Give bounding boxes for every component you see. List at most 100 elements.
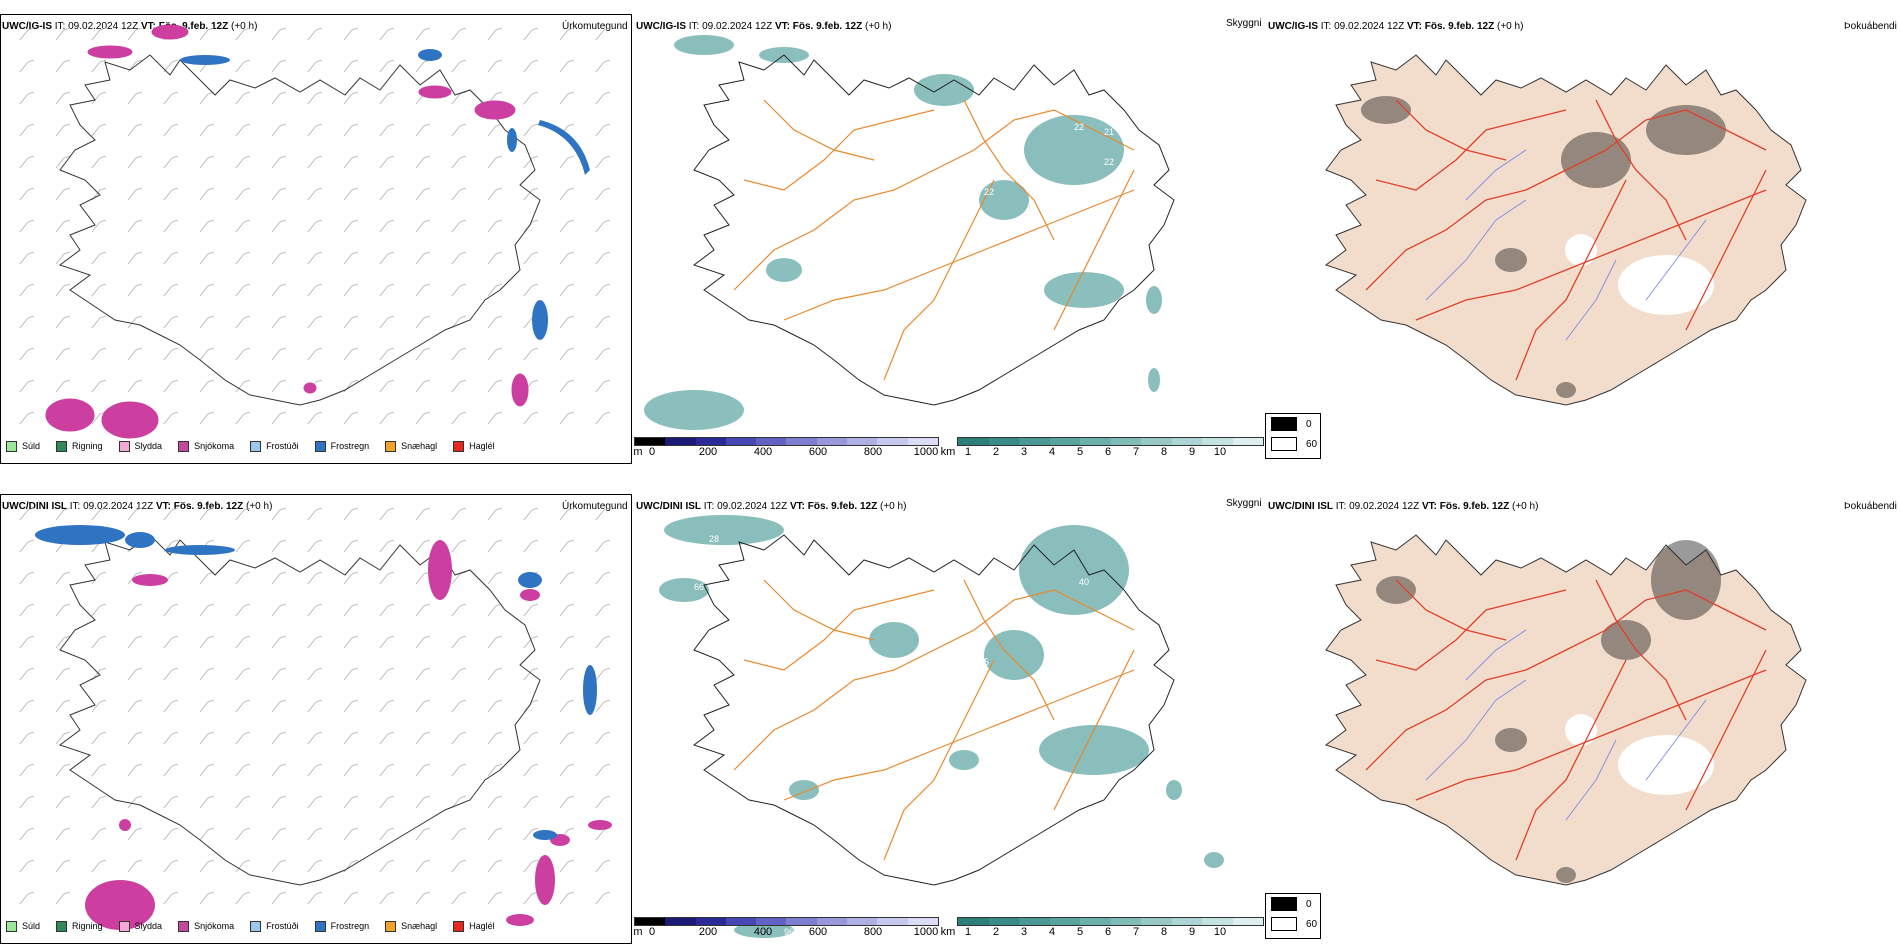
wind-barb (415, 667, 431, 681)
wind-barb (127, 379, 143, 393)
wind-barb (559, 795, 575, 809)
colorbar-cell (1202, 918, 1233, 925)
precip-legend-items: Súld Rigning Slydda Snjókoma Frostúði Frostre… (0, 440, 505, 452)
fog-swatch (1271, 417, 1297, 431)
precip-panel-bottom: UWC/DINI ISL IT: 09.02.2024 12Z VT: Fös.… (0, 480, 634, 950)
road (763, 99, 875, 161)
wind-barb (55, 27, 71, 41)
wind-barb (271, 251, 287, 265)
visibility-tick: 4 (1048, 446, 1056, 458)
road (1395, 579, 1507, 641)
wind-barb (415, 27, 431, 41)
wind-barb (55, 571, 71, 585)
wind-barb (523, 859, 539, 873)
wind-barb (127, 219, 143, 233)
wind-barb (235, 859, 251, 873)
wind-barb (19, 283, 35, 297)
precip-legend: Súld Rigning Slydda Snjókoma Frostúði Frostre… (0, 435, 495, 457)
precip-legend-item: Frostregn (314, 440, 369, 452)
fog-map-bottom (1324, 534, 1807, 886)
road (1595, 579, 1687, 721)
river (1465, 629, 1527, 681)
wind-barb (307, 283, 323, 297)
wind-barb (487, 155, 503, 169)
wind-barb (415, 123, 431, 137)
wind-barb (451, 187, 467, 201)
wind-barb (19, 731, 35, 745)
visibility-tick: 10 (1213, 926, 1227, 938)
visibility-tick: 8 (1160, 926, 1168, 938)
legend-label: Slydda (134, 441, 163, 451)
wind-barb (487, 539, 503, 553)
wind-barb (199, 411, 215, 425)
wind-barb (19, 763, 35, 777)
wind-barb (199, 731, 215, 745)
visibility-unit: km (940, 926, 956, 938)
colorbar-cell (756, 438, 787, 445)
wind-barb (343, 123, 359, 137)
wind-barb (451, 763, 467, 777)
wind-barb (379, 571, 395, 585)
legend-swatch (453, 920, 465, 932)
wind-barb (271, 315, 287, 329)
lead-time: (+0 h) (246, 501, 273, 512)
freezing-rain-areas (35, 525, 597, 840)
wind-barb (235, 411, 251, 425)
legend-swatch (250, 440, 262, 452)
wind-barb (451, 251, 467, 265)
wind-barb (91, 283, 107, 297)
river-network (1425, 629, 1707, 821)
wind-barb (343, 283, 359, 297)
vt-value: Fös. 9.feb. 12Z (173, 501, 244, 512)
wind-barb (271, 891, 287, 905)
legend-swatch (56, 920, 68, 932)
wind-barb (451, 283, 467, 297)
wind-barb (271, 795, 287, 809)
colorbar-cell (1080, 438, 1111, 445)
wind-barb (487, 379, 503, 393)
wind-barb (19, 187, 35, 201)
visibility-tick: 1 (964, 926, 972, 938)
fog-legend-value: 0 (1306, 418, 1312, 430)
river (1645, 219, 1707, 301)
wind-barb (199, 91, 215, 105)
wind-barb (19, 251, 35, 265)
wind-barb (271, 219, 287, 233)
wind-barb (343, 571, 359, 585)
wind-barb (55, 859, 71, 873)
wind-barb (235, 731, 251, 745)
wind-barb (487, 891, 503, 905)
wind-barb (271, 859, 287, 873)
wind-barb (379, 347, 395, 361)
wind-barb (127, 507, 143, 521)
wind-barb (595, 315, 611, 329)
legend-label: Haglél (469, 921, 495, 931)
wind-barb (379, 731, 395, 745)
wind-barb (235, 123, 251, 137)
wind-barb (19, 859, 35, 873)
wind-barb (127, 187, 143, 201)
cloud-base-tick: 200 (698, 446, 718, 458)
precip-legend-item: Rigning (56, 440, 103, 452)
wind-barb (271, 699, 287, 713)
legend-swatch (178, 440, 190, 452)
wind-barb (307, 155, 323, 169)
precip-legend-item: Frostúði (250, 440, 299, 452)
colorbar-cell (907, 438, 938, 445)
wind-barb (163, 827, 179, 841)
wind-barb (559, 155, 575, 169)
header-top-fog: UWC/IG-IS IT: 09.02.2024 12Z VT: Fös. 9.… (1268, 21, 1523, 32)
wind-barb (595, 571, 611, 585)
wind-barb (19, 699, 35, 713)
cloud-base-tick: 1000 (913, 926, 939, 938)
colorbar-cell (847, 918, 878, 925)
wind-barb (91, 827, 107, 841)
visibility-value-label: 28 (709, 534, 719, 544)
visibility-cells (957, 917, 1264, 926)
wind-barb (199, 763, 215, 777)
wind-barb (91, 859, 107, 873)
wind-barb (307, 347, 323, 361)
wind-barb (451, 795, 467, 809)
wind-barb (559, 59, 575, 73)
wind-barb (163, 507, 179, 521)
